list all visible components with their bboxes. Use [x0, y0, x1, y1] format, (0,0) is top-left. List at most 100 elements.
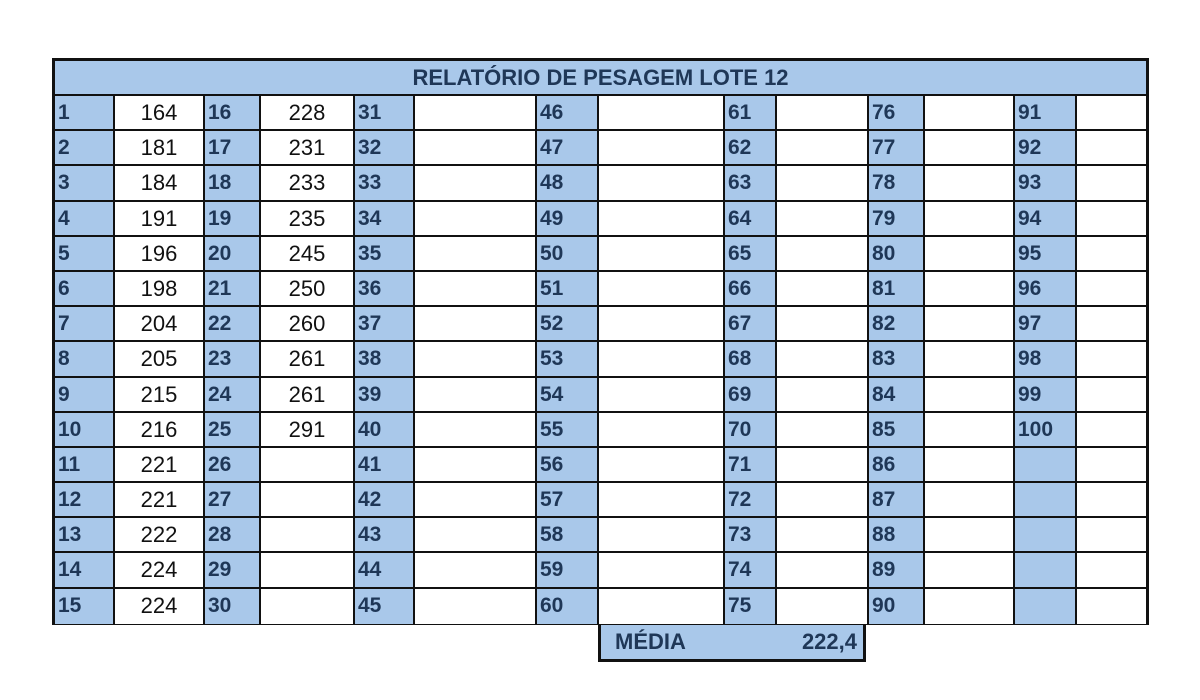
row-number: 2 — [55, 131, 115, 167]
row-number: 54 — [537, 377, 599, 413]
weight-value — [599, 201, 725, 237]
weight-value — [1077, 96, 1146, 132]
row-number: 81 — [869, 271, 925, 308]
weight-value — [777, 447, 869, 484]
weight-value: 228 — [261, 96, 355, 132]
weight-value — [777, 131, 869, 167]
row-number: 12 — [55, 483, 115, 519]
row-number: 90 — [869, 588, 925, 624]
row-number: 62 — [725, 131, 777, 167]
row-number: 98 — [1015, 342, 1077, 378]
row-number: 77 — [869, 131, 925, 167]
weight-value — [777, 588, 869, 624]
weight-value — [925, 342, 1015, 378]
row-number: 55 — [537, 412, 599, 448]
average-value: 222,4 — [801, 629, 857, 654]
weight-value — [777, 96, 869, 132]
weight-value — [261, 447, 355, 484]
weight-value: 181 — [115, 131, 205, 167]
weight-value — [1077, 553, 1146, 589]
weight-value — [1077, 271, 1146, 308]
weight-value — [415, 412, 537, 448]
row-number: 95 — [1015, 236, 1077, 272]
weight-value: 261 — [261, 377, 355, 413]
row-number: 94 — [1015, 201, 1077, 237]
weight-value — [415, 518, 537, 554]
weight-value — [777, 483, 869, 519]
weight-value — [261, 483, 355, 519]
row-number: 43 — [355, 518, 415, 554]
row-number: 32 — [355, 131, 415, 167]
weight-value — [1077, 377, 1146, 413]
weight-value: 184 — [115, 166, 205, 202]
weight-value — [415, 307, 537, 343]
row-number: 71 — [725, 447, 777, 484]
row-number: 59 — [537, 553, 599, 589]
weight-value — [415, 377, 537, 413]
weight-value — [777, 412, 869, 448]
weight-value — [925, 131, 1015, 167]
row-number: 9 — [55, 377, 115, 413]
row-number: 57 — [537, 483, 599, 519]
weight-value — [599, 377, 725, 413]
weight-value: 224 — [115, 588, 205, 624]
weight-value — [925, 447, 1015, 484]
weight-value — [599, 483, 725, 519]
row-number: 33 — [355, 166, 415, 202]
weight-value — [599, 131, 725, 167]
weight-value: 215 — [115, 377, 205, 413]
weight-value — [415, 483, 537, 519]
weight-value — [415, 166, 537, 202]
row-number: 42 — [355, 483, 415, 519]
row-number: 48 — [537, 166, 599, 202]
weight-value — [777, 201, 869, 237]
weight-value: 235 — [261, 201, 355, 237]
weight-value: 191 — [115, 201, 205, 237]
weight-value — [777, 377, 869, 413]
row-number: 72 — [725, 483, 777, 519]
weight-value: 245 — [261, 236, 355, 272]
weight-value — [1077, 166, 1146, 202]
weight-value: 231 — [261, 131, 355, 167]
weight-value — [925, 588, 1015, 624]
row-number: 10 — [55, 412, 115, 448]
weight-value — [415, 447, 537, 484]
row-number: 80 — [869, 236, 925, 272]
weight-value — [925, 271, 1015, 308]
weight-value — [777, 236, 869, 272]
row-number: 11 — [55, 447, 115, 484]
weight-value — [1077, 447, 1146, 484]
row-number: 76 — [869, 96, 925, 132]
row-number: 99 — [1015, 377, 1077, 413]
weight-value — [261, 553, 355, 589]
row-number: 87 — [869, 483, 925, 519]
row-number: 24 — [205, 377, 261, 413]
weight-value — [925, 307, 1015, 343]
weight-value — [599, 96, 725, 132]
weight-value — [599, 588, 725, 624]
row-number: 26 — [205, 447, 261, 484]
row-number: 50 — [537, 236, 599, 272]
weight-value — [777, 342, 869, 378]
row-number: 29 — [205, 553, 261, 589]
row-number: 91 — [1015, 96, 1077, 132]
weight-value — [599, 412, 725, 448]
row-number: 41 — [355, 447, 415, 484]
row-number: 18 — [205, 166, 261, 202]
row-number: 58 — [537, 518, 599, 554]
average-label: MÉDIA — [615, 629, 686, 654]
row-number: 52 — [537, 307, 599, 343]
weight-value: 260 — [261, 307, 355, 343]
row-number: 44 — [355, 553, 415, 589]
weight-value — [415, 96, 537, 132]
row-number: 30 — [205, 588, 261, 624]
row-number: 70 — [725, 412, 777, 448]
row-number: 63 — [725, 166, 777, 202]
weight-value — [1077, 342, 1146, 378]
row-number: 3 — [55, 166, 115, 202]
row-number: 4 — [55, 201, 115, 237]
average-box: MÉDIA 222,4 — [598, 625, 866, 662]
weight-value — [925, 483, 1015, 519]
row-number: 97 — [1015, 307, 1077, 343]
row-number: 66 — [725, 271, 777, 308]
